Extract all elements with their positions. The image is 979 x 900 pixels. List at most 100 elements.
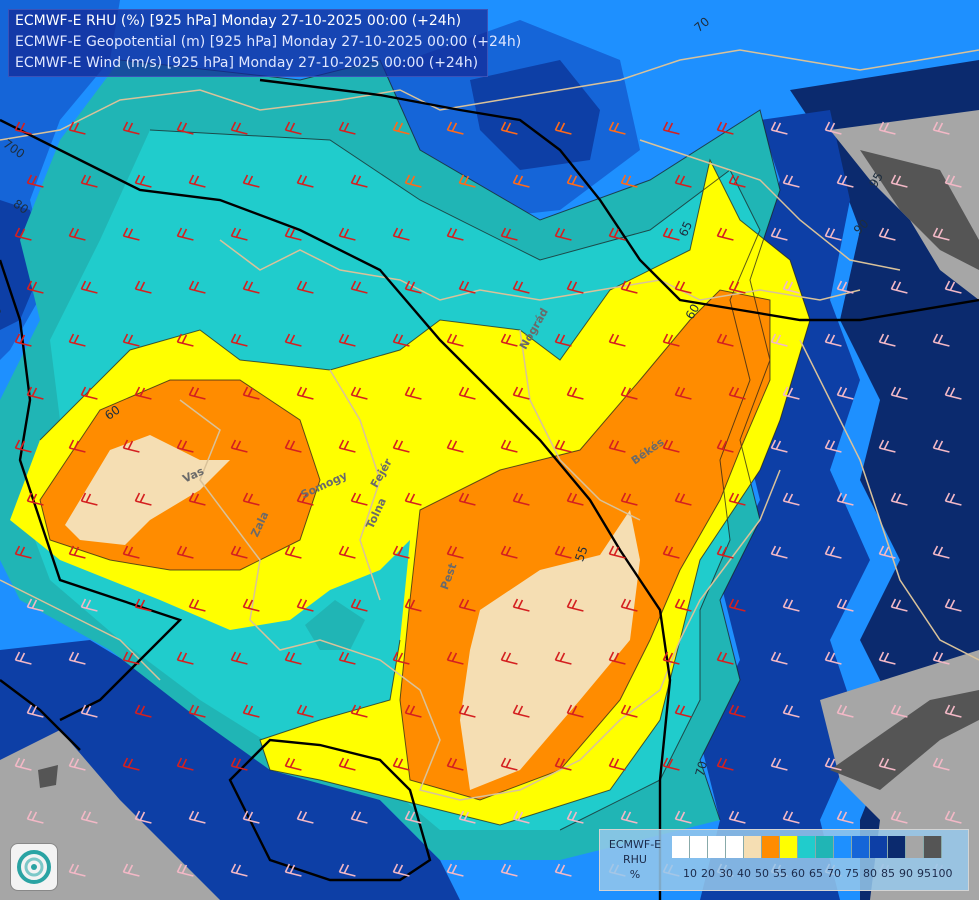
geopotential-title: ECMWF-E Geopotential (m) [925 hPa] Monda… [15,34,522,50]
wind-barb [14,333,32,347]
rhu-contour-55-west [39,379,321,571]
wind-barb [350,810,368,824]
wind-barb [446,651,464,665]
wind-barb [500,121,518,135]
legend-title: ECMWF-E RHU % [603,837,667,882]
wind-barb [14,439,32,453]
wind-barb [134,386,152,400]
legend-swatch [798,836,816,858]
wind-barb [662,333,680,347]
wind-barb [242,598,260,612]
legend-swatch [672,836,690,858]
legend-swatch [726,836,744,858]
wind-barb [662,121,680,135]
legend-color-bar [672,836,942,858]
wind-barb [26,492,44,506]
wind-barb [782,174,800,188]
wind-barb [878,333,896,347]
wind-barb [68,227,86,241]
wind-barb [338,651,356,665]
wind-barb [932,439,950,453]
wind-barb [134,280,152,294]
contour-label: 65 [676,219,695,239]
wind-barb [770,333,788,347]
wind-barb [176,227,194,241]
wind-barb [554,545,572,559]
wind-barb [944,598,962,612]
wind-barb [188,810,206,824]
wind-barb [944,704,962,718]
wind-barb [824,757,842,771]
wind-barb [566,386,584,400]
wind-barb [242,492,260,506]
wind-barb [554,333,572,347]
logo-swirl-icon [17,850,51,884]
legend-tick-label: 50 [755,867,769,880]
wind-barb [188,598,206,612]
wind-barb [14,651,32,665]
wind-barb [662,439,680,453]
wind-barb [284,227,302,241]
legend-swatch [762,836,780,858]
wind-barb [80,174,98,188]
wind-barb [350,174,368,188]
wind-barb [782,810,800,824]
wind-barb [836,704,854,718]
wind-barb [836,598,854,612]
wind-barb [500,439,518,453]
wind-barb [716,227,734,241]
wind-barb [446,757,464,771]
wind-barb [620,492,638,506]
wind-barb [122,227,140,241]
wind-barb [284,863,302,877]
border-segment [179,399,781,801]
wind-barb [404,280,422,294]
wind-barb [230,545,248,559]
legend-unit: % [629,868,641,881]
wind-barb [80,598,98,612]
wind-barb [80,810,98,824]
wind-barb [392,121,410,135]
admin-borders [0,49,979,801]
wind-barb [68,863,86,877]
wind-barb [446,121,464,135]
wind-barb [782,704,800,718]
wind-barb [566,280,584,294]
legend-tick-label: 80 [863,867,877,880]
wind-barb [134,810,152,824]
wind-barb [188,492,206,506]
wind-barb [512,598,530,612]
wind-barb [716,545,734,559]
wind-barb [554,651,572,665]
wind-barb [620,598,638,612]
wind-barb [566,174,584,188]
geopotential-contour-south [228,738,432,882]
wind-title: ECMWF-E Wind (m/s) [925 hPa] Monday 27-1… [15,55,479,71]
wind-barb [674,598,692,612]
wind-barb [338,757,356,771]
legend-tick-label: 85 [881,867,895,880]
wind-barb [122,333,140,347]
wind-barb [932,651,950,665]
wind-barb [458,280,476,294]
wind-barb [932,757,950,771]
wind-barb [350,492,368,506]
wind-barb [782,386,800,400]
rhu-contour-55-east [399,289,771,801]
legend-model: ECMWF-E [608,838,662,851]
wind-barb [944,810,962,824]
border-segment [219,239,861,301]
wind-barb [68,651,86,665]
wind-barb [608,545,626,559]
wind-barb [134,492,152,506]
border-segment [799,339,979,661]
wind-barb [512,492,530,506]
wind-barb [230,333,248,347]
wind-barb [68,545,86,559]
rhu-90-region-north [470,60,600,170]
wind-barb [134,598,152,612]
wind-barb [284,121,302,135]
legend-swatch [888,836,906,858]
legend-tick-label: 90 [899,867,913,880]
wind-barb [296,174,314,188]
